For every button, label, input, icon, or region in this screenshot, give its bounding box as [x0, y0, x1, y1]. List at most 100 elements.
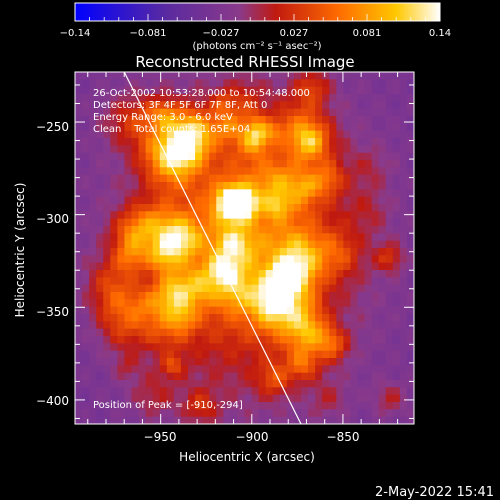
heatmap-cell: [152, 233, 161, 242]
heatmap-cell: [195, 416, 203, 424]
heatmap-cell: [315, 108, 323, 117]
heatmap-cell: [145, 394, 154, 403]
heatmap-cell: [329, 116, 337, 124]
heatmap-cell: [392, 248, 401, 256]
heatmap-cell: [89, 79, 97, 88]
heatmap-cell: [308, 277, 316, 286]
heatmap-cell: [244, 292, 253, 300]
heatmap-cell: [308, 402, 316, 410]
heatmap-cell: [89, 292, 97, 300]
heatmap-cell: [188, 336, 196, 344]
heatmap-cell: [138, 394, 147, 403]
heatmap-cell: [209, 182, 217, 190]
heatmap-cell: [272, 226, 281, 234]
heatmap-cell: [350, 72, 359, 80]
heatmap-cell: [399, 365, 408, 374]
heatmap-cell: [399, 380, 408, 388]
heatmap-cell: [251, 306, 260, 315]
heatmap-cell: [293, 365, 302, 374]
heatmap-cell: [406, 416, 414, 424]
heatmap-cell: [392, 255, 401, 264]
heatmap-cell: [110, 86, 118, 95]
heatmap-cell: [124, 387, 133, 396]
heatmap-cell: [223, 94, 231, 102]
heatmap-cell: [216, 409, 224, 418]
heatmap-cell: [223, 204, 231, 212]
heatmap-cell: [145, 167, 154, 176]
heatmap-cell: [272, 380, 281, 388]
heatmap-cell: [166, 204, 175, 212]
heatmap-cell: [145, 387, 154, 396]
heatmap-cell: [145, 255, 154, 264]
heatmap-cell: [244, 358, 253, 366]
heatmap-cell: [378, 226, 387, 234]
heatmap-cell: [265, 211, 274, 220]
heatmap-cell: [230, 380, 239, 388]
heatmap-cell: [378, 218, 387, 227]
heatmap-cell: [336, 218, 344, 227]
heatmap-cell: [308, 152, 316, 161]
heatmap-cell: [117, 204, 126, 212]
heatmap-cell: [96, 343, 104, 352]
heatmap-cell: [103, 306, 111, 315]
heatmap-cell: [244, 262, 253, 271]
heatmap-cell: [371, 174, 380, 183]
heatmap-cell: [195, 270, 203, 278]
heatmap-cell: [315, 189, 323, 198]
heatmap-cell: [173, 182, 182, 190]
heatmap-cell: [230, 343, 239, 352]
heatmap-cell: [110, 211, 118, 220]
heatmap-cell: [180, 380, 189, 388]
heatmap-cell: [399, 152, 408, 161]
heatmap-cell: [322, 196, 330, 205]
heatmap-cell: [371, 218, 380, 227]
heatmap-cell: [279, 167, 288, 176]
heatmap-cell: [145, 343, 154, 352]
heatmap-cell: [329, 372, 337, 381]
heatmap-cell: [223, 387, 231, 396]
heatmap-cell: [195, 336, 203, 344]
heatmap-cell: [223, 299, 231, 308]
heatmap-cell: [152, 152, 161, 161]
heatmap-cell: [110, 350, 118, 359]
heatmap-cell: [357, 204, 366, 212]
heatmap-cell: [230, 255, 239, 264]
heatmap-cell: [89, 402, 97, 410]
heatmap-cell: [117, 321, 126, 330]
heatmap-cell: [364, 86, 373, 95]
heatmap-cell: [223, 174, 231, 183]
heatmap-cell: [357, 336, 366, 344]
heatmap-cell: [75, 108, 83, 117]
heatmap-cell: [293, 233, 302, 242]
heatmap-cell: [286, 130, 295, 139]
heatmap-cell: [293, 123, 302, 132]
heatmap-cell: [223, 314, 231, 322]
heatmap-cell: [286, 108, 295, 117]
heatmap-cell: [315, 233, 323, 242]
heatmap-cell: [223, 336, 231, 344]
heatmap-cell: [131, 145, 140, 154]
heatmap-cell: [399, 196, 408, 205]
heatmap-cell: [103, 182, 111, 190]
heatmap-cell: [322, 86, 330, 95]
heatmap-cell: [180, 211, 189, 220]
heatmap-cell: [230, 189, 239, 198]
peak-position-label: Position of Peak = [-910,-294]: [93, 400, 243, 411]
heatmap-cell: [202, 299, 210, 308]
heatmap-cell: [173, 402, 182, 410]
y-axis-label: Heliocentric Y (arcsec): [13, 183, 27, 318]
heatmap-cell: [145, 321, 154, 330]
heatmap-cell: [293, 343, 302, 352]
heatmap-cell: [350, 336, 359, 344]
heatmap-cell: [350, 306, 359, 315]
heatmap-cell: [322, 189, 330, 198]
heatmap-cell: [279, 262, 288, 271]
heatmap-cell: [82, 387, 90, 396]
heatmap-cell: [75, 394, 83, 403]
heatmap-cell: [399, 284, 408, 293]
heatmap-cell: [89, 167, 97, 176]
heatmap-cell: [230, 138, 239, 146]
heatmap-cell: [315, 277, 323, 286]
heatmap-cell: [145, 380, 154, 388]
heatmap-cell: [166, 299, 175, 308]
